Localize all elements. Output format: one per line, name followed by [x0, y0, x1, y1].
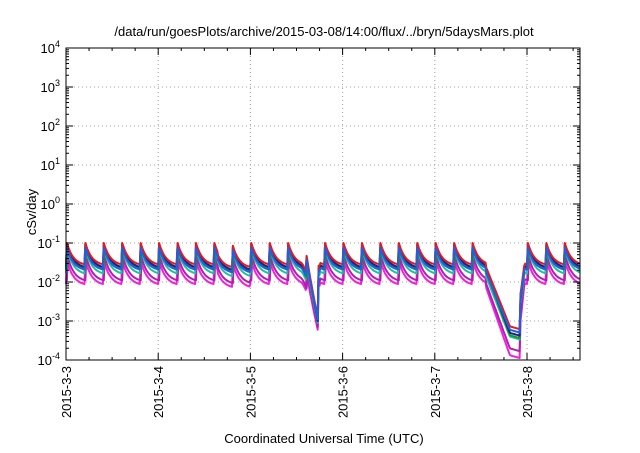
grid	[66, 48, 580, 360]
y-axis: 10-4 10-3 10-2 10-1 100 101 102 103 104	[38, 39, 580, 368]
series-lines	[65, 242, 581, 359]
series-line-7	[65, 259, 580, 359]
series-line-5	[65, 247, 581, 341]
y-tick-label: 101	[41, 156, 60, 173]
y-tick-label: 104	[41, 39, 60, 56]
y-tick-label: 100	[41, 195, 60, 212]
y-axis-label: cSv/day	[24, 188, 39, 235]
x-axis-label: Coordinated Universal Time (UTC)	[224, 431, 423, 446]
y-tick-label: 10-4	[38, 351, 60, 368]
x-tick-label: 2015-3-7	[428, 366, 443, 418]
x-tick-label: 2015-3-3	[59, 366, 74, 418]
x-tick-label: 2015-3-5	[243, 366, 258, 418]
y-tick-label: 102	[41, 117, 60, 134]
series-line-1	[65, 242, 580, 331]
x-tick-label: 2015-3-4	[151, 366, 166, 418]
y-tick-label: 10-1	[38, 234, 60, 251]
y-tick-label: 103	[41, 78, 60, 95]
x-axis: 2015-3-3 2015-3-4 2015-3-5 2015-3-6 2015-3-7…	[59, 48, 574, 418]
series-line-6	[65, 256, 581, 353]
x-tick-label: 2015-3-8	[520, 366, 535, 418]
y-tick-label: 10-2	[38, 273, 60, 290]
y-tick-label: 10-3	[38, 312, 60, 329]
series-line-4	[65, 246, 580, 334]
chart-title: /data/run/goesPlots/archive/2015-03-08/1…	[114, 24, 534, 39]
x-tick-label: 2015-3-6	[336, 366, 351, 418]
